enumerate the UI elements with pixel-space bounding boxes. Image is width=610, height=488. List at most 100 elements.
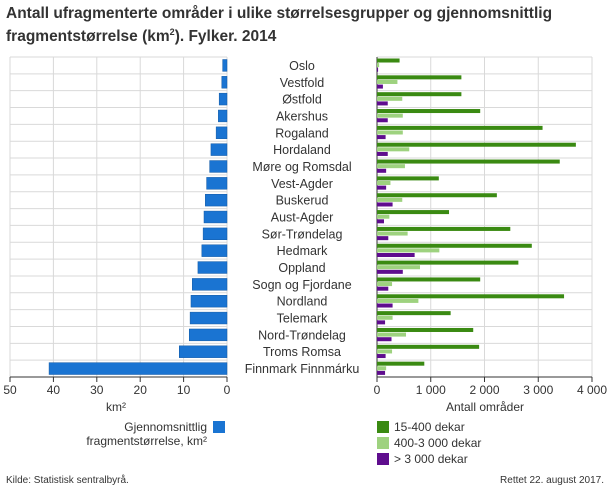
- avg-size-bar-nordland: [190, 295, 228, 308]
- count-bar-1-ostfold: [377, 96, 403, 101]
- category-label-akershus: Akershus: [276, 109, 328, 123]
- count-bar-0-oppland: [377, 260, 519, 265]
- count-bar-0-vest-agder: [377, 176, 439, 181]
- avg-size-bar-more-og-romsdal: [209, 160, 228, 173]
- avg-size-bar-buskerud: [205, 193, 228, 207]
- count-bar-1-hordaland: [377, 147, 410, 152]
- category-labels: Oslo Vestfold Østfold Akershus Rogaland Horda…: [245, 59, 360, 376]
- category-label-oslo: Oslo: [289, 59, 315, 73]
- legend-swatch-400-3000: [377, 437, 389, 449]
- right-tick-label: 3 000: [523, 383, 553, 397]
- chart-title: Antall ufragmenterte områder i ulike stø…: [6, 4, 606, 46]
- count-bar-0-sor-trondelag: [377, 226, 511, 231]
- count-bar-0-akershus: [377, 109, 481, 114]
- right-tick-label: 2 000: [469, 383, 499, 397]
- chart-title-line-1: Antall ufragmenterte områder i ulike stø…: [6, 5, 553, 22]
- avg-size-bar-oppland: [197, 261, 228, 274]
- count-bar-1-rogaland: [377, 130, 403, 135]
- count-bar-0-vestfold: [377, 75, 462, 80]
- category-label-finnmark-finnmarku: Finnmark Finnmárku: [245, 362, 360, 376]
- count-bar-1-hedmark: [377, 248, 440, 253]
- left-tick-label: 40: [47, 383, 61, 397]
- count-bar-1-oppland: [377, 265, 420, 270]
- left-tick-label: 30: [90, 383, 104, 397]
- left-tick-label: 50: [3, 383, 17, 397]
- count-bar-2-rogaland: [377, 135, 386, 140]
- avg-size-bar-finnmark-finnmarku: [48, 362, 228, 375]
- avg-size-bar-sogn-og-fjordane: [192, 278, 228, 291]
- count-bar-1-vestfold: [377, 79, 398, 84]
- count-bar-2-nord-trondelag: [377, 337, 392, 342]
- left-panel-gridlines: [9, 56, 228, 382]
- count-bar-2-hordaland: [377, 151, 388, 156]
- category-label-troms-romsa: Troms Romsa: [263, 345, 341, 359]
- updated-note: Rettet 22. august 2017.: [500, 475, 604, 486]
- chart-title-line-2-pre: fragmentstørrelse (km: [6, 28, 170, 46]
- count-bar-0-hordaland: [377, 142, 576, 147]
- legend-label-15-400: 15-400 dekar: [394, 420, 465, 434]
- category-label-sogn-og-fjordane: Sogn og Fjordane: [252, 278, 351, 292]
- avg-size-bar-telemark: [189, 311, 228, 325]
- legend-swatch-over-3000: [377, 453, 389, 465]
- avg-size-bar-rogaland: [215, 126, 228, 139]
- count-bar-2-vest-agder: [377, 185, 387, 190]
- avg-size-bar-ostfold: [218, 92, 228, 106]
- avg-size-bar-oslo: [222, 59, 228, 72]
- count-bar-2-telemark: [377, 320, 386, 325]
- right-tick-label: 1 000: [416, 383, 446, 397]
- count-bar-0-aust-agder: [377, 210, 450, 215]
- count-bar-2-oppland: [377, 269, 403, 274]
- right-tick-label: 0: [374, 383, 381, 397]
- count-bar-2-oslo: [377, 67, 379, 72]
- category-label-hordaland: Hordaland: [273, 143, 331, 157]
- count-bar-0-rogaland: [377, 125, 543, 130]
- count-bar-1-nordland: [377, 298, 419, 303]
- category-label-aust-agder: Aust-Agder: [271, 211, 334, 225]
- count-bar-1-sogn-og-fjordane: [377, 282, 393, 287]
- count-bar-1-sor-trondelag: [377, 231, 408, 236]
- count-bar-1-troms-romsa: [377, 349, 393, 354]
- count-bar-0-finnmark-finnmarku: [377, 361, 425, 366]
- count-bar-2-sogn-og-fjordane: [377, 286, 389, 291]
- count-bar-2-hedmark: [377, 252, 415, 258]
- right-panel-bars: [377, 58, 576, 375]
- chart-title-line-2-post: ). Fylker. 2014: [174, 28, 277, 46]
- right-panel-gridlines: [376, 56, 593, 382]
- right-x-axis-label: Antall områder: [446, 400, 524, 414]
- count-bar-2-sor-trondelag: [377, 236, 389, 241]
- count-bar-2-finnmark-finnmarku: [377, 370, 386, 375]
- count-bar-2-akershus: [377, 118, 388, 123]
- count-bar-2-vestfold: [377, 84, 383, 89]
- category-label-vest-agder: Vest-Agder: [271, 177, 333, 191]
- category-label-nordland: Nordland: [277, 295, 328, 309]
- legend-swatch-avg-size: [213, 421, 225, 433]
- left-x-axis-label: km²: [106, 400, 126, 414]
- avg-size-bar-hordaland: [210, 143, 228, 156]
- avg-size-bar-vestfold: [221, 76, 228, 89]
- count-bar-2-buskerud: [377, 202, 393, 207]
- count-bar-1-vest-agder: [377, 181, 391, 186]
- count-bar-0-sogn-og-fjordane: [377, 277, 481, 282]
- count-bar-1-akershus: [377, 113, 403, 118]
- count-bar-1-buskerud: [377, 197, 403, 202]
- count-bar-0-buskerud: [377, 193, 497, 198]
- legend-label-avg-size-line-1: Gjennomsnittlig: [124, 420, 207, 434]
- category-label-rogaland: Rogaland: [275, 126, 329, 140]
- left-panel-tick-labels: 50 40 30 20 10 0: [3, 383, 230, 397]
- avg-size-bar-nord-trondelag: [188, 328, 228, 342]
- count-bar-0-ostfold: [377, 92, 462, 97]
- avg-size-bar-hedmark: [201, 244, 228, 257]
- source-note: Kilde: Statistisk sentralbyrå.: [6, 474, 129, 486]
- avg-size-bar-sor-trondelag: [202, 227, 228, 241]
- count-bar-2-nordland: [377, 303, 393, 308]
- count-bar-0-hedmark: [377, 243, 532, 248]
- left-tick-label: 10: [177, 383, 191, 397]
- category-label-ostfold: Østfold: [282, 93, 322, 107]
- count-bar-1-telemark: [377, 315, 393, 320]
- count-bar-0-nordland: [377, 294, 565, 299]
- category-label-sor-trondelag: Sør-Trøndelag: [262, 227, 343, 241]
- category-label-telemark: Telemark: [277, 312, 328, 326]
- left-tick-label: 20: [134, 383, 148, 397]
- category-label-more-og-romsdal: Møre og Romsdal: [252, 160, 351, 174]
- avg-size-bar-troms-romsa: [179, 345, 228, 358]
